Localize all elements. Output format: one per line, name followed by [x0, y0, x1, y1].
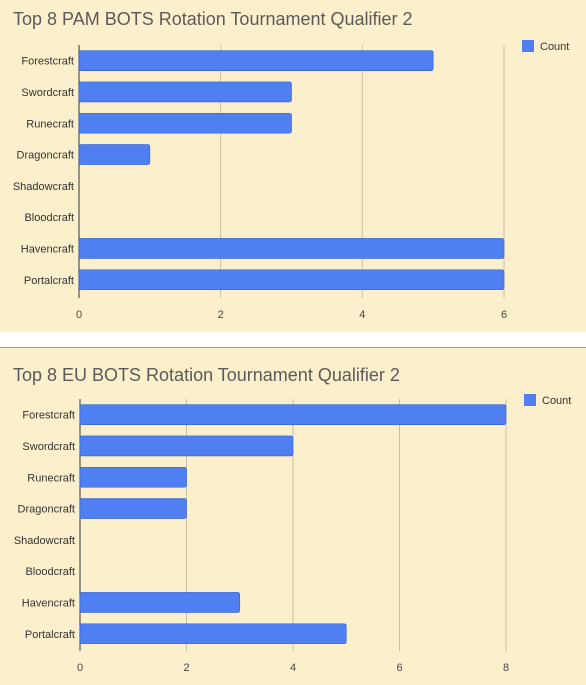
bar [79, 498, 187, 519]
bar [78, 81, 292, 103]
category-label: Shadowcraft [14, 535, 75, 547]
chart-panel-eu: Top 8 EU BOTS Rotation Tournament Qualif… [0, 348, 586, 685]
category-label: Havencraft [21, 243, 74, 255]
legend-swatch [524, 394, 536, 406]
x-tick-label: 8 [503, 662, 509, 674]
category-label: Swordcraft [21, 87, 74, 99]
category-label: Dragoncraft [18, 504, 75, 516]
category-label: Forestcraft [22, 410, 75, 422]
bar [78, 269, 505, 291]
category-label: Bloodcraft [24, 212, 74, 224]
bar [78, 144, 151, 165]
bar [79, 466, 187, 488]
bar [78, 112, 292, 134]
bar [79, 404, 507, 425]
category-label: Dragoncraft [17, 150, 74, 162]
bar [79, 435, 294, 457]
category-label: Bloodcraft [25, 566, 75, 578]
bar [78, 238, 505, 259]
x-tick-label: 4 [359, 309, 365, 321]
category-label: Portalcraft [24, 275, 74, 287]
category-label: Swordcraft [22, 441, 75, 453]
x-tick-label: 0 [76, 309, 82, 321]
category-label: Runecraft [27, 472, 75, 484]
category-label: Runecraft [26, 118, 74, 130]
chart-title: Top 8 EU BOTS Rotation Tournament Qualif… [13, 365, 400, 385]
bar [79, 623, 347, 645]
legend-swatch [522, 40, 534, 52]
legend-label: Count [542, 395, 571, 407]
legend-label: Count [540, 41, 569, 53]
chart-panel-pam: Top 8 PAM BOTS Rotation Tournament Quali… [0, 0, 586, 332]
x-tick-label: 4 [290, 662, 296, 674]
bar-chart-pam: 0 2 4 6 Forestcraft Swordcraft Runecraft Dragon… [13, 40, 569, 321]
divider [0, 347, 586, 348]
chart-title: Top 8 PAM BOTS Rotation Tournament Quali… [13, 9, 413, 29]
bar-chart-eu: 0 2 4 6 8 Forestcraft Swordcraft Runecraft Drago… [14, 394, 571, 674]
x-tick-label: 0 [77, 662, 83, 674]
category-label: Shadowcraft [13, 181, 74, 193]
category-label: Portalcraft [25, 629, 75, 641]
x-tick-label: 2 [183, 662, 189, 674]
x-tick-label: 6 [501, 309, 507, 321]
x-tick-label: 6 [396, 662, 402, 674]
x-tick-label: 2 [218, 309, 224, 321]
bar [79, 592, 241, 613]
category-label: Forestcraft [21, 56, 74, 68]
category-label: Havencraft [22, 597, 75, 609]
bar [78, 50, 434, 71]
